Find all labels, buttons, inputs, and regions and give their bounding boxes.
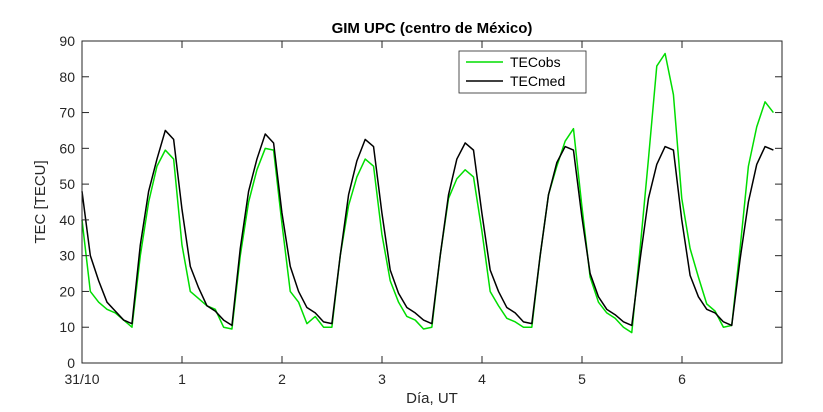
plot-frame — [81, 40, 783, 364]
y-axis-label: TEC [TECU] — [32, 160, 49, 243]
y-tick-label: 10 — [59, 319, 75, 335]
y-tick-label: 0 — [67, 355, 75, 371]
legend-label-tecobs: TECobs — [510, 54, 561, 70]
x-tick-label: 3 — [378, 371, 386, 387]
x-tick-label: 6 — [678, 371, 686, 387]
plot-area — [82, 41, 782, 363]
x-tick-label: 4 — [478, 371, 486, 387]
y-tick-label: 20 — [59, 283, 75, 299]
y-tick-label: 60 — [59, 140, 75, 156]
x-axis-label: Día, UT — [406, 390, 458, 407]
y-tick-label: 40 — [59, 212, 75, 228]
x-tick-label: 31/10 — [64, 371, 99, 387]
y-tick-label: 30 — [59, 248, 75, 264]
legend-label-tecmed: TECmed — [510, 73, 565, 89]
y-tick-label: 50 — [59, 176, 75, 192]
series-line-tecmed — [81, 129, 774, 327]
legend: TECobs TECmed — [458, 50, 587, 94]
chart-title: GIM UPC (centro de México) — [332, 20, 533, 37]
x-tick-label: 2 — [278, 371, 286, 387]
y-tick-label: 70 — [59, 105, 75, 121]
series-layer — [81, 52, 774, 334]
y-tick-label: 80 — [59, 69, 75, 85]
series-line-tecobs — [81, 52, 774, 334]
legend-box — [458, 50, 587, 94]
x-tick-label: 5 — [578, 371, 586, 387]
x-tick-label: 1 — [178, 371, 186, 387]
y-tick-label: 90 — [59, 33, 75, 49]
